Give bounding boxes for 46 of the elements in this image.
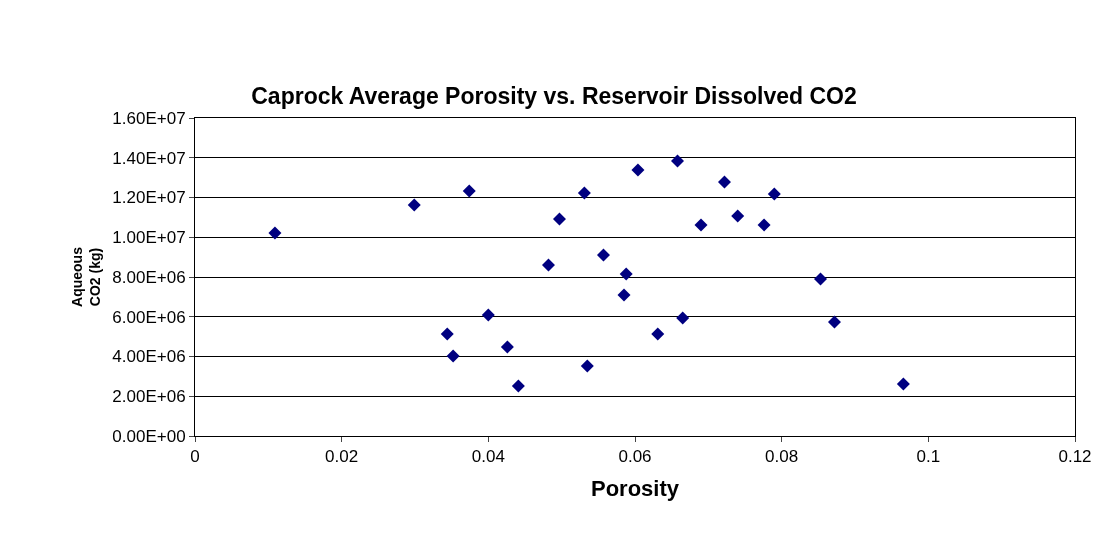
y-tick-label: 1.00E+07	[112, 228, 186, 248]
point	[481, 308, 495, 322]
y-tick-label: 6.00E+06	[112, 307, 186, 327]
point	[407, 198, 421, 212]
x-tick-label: 0.1	[916, 447, 941, 467]
x-tick-label: 0	[190, 447, 200, 467]
y-tick-label: 1.60E+07	[112, 108, 186, 128]
y-tick-label: 4.00E+06	[112, 347, 186, 367]
point	[694, 218, 708, 232]
x-tick-label: 0.12	[1058, 447, 1092, 467]
point	[446, 349, 460, 363]
point	[541, 258, 555, 272]
point	[500, 340, 514, 354]
point	[577, 186, 591, 200]
x-tick-label: 0.02	[325, 447, 359, 467]
point	[268, 226, 282, 240]
x-axis-title: Porosity	[590, 476, 680, 502]
point	[671, 154, 685, 168]
point	[731, 209, 745, 223]
y-tick-label: 8.00E+06	[112, 267, 186, 287]
point	[651, 327, 665, 341]
y-tick-label: 1.40E+07	[112, 148, 186, 168]
point	[462, 184, 476, 198]
point	[617, 288, 631, 302]
point	[767, 187, 781, 201]
point	[596, 248, 610, 262]
point	[552, 212, 566, 226]
y-tick-label: 0.00E+00	[112, 426, 186, 446]
point	[814, 272, 828, 286]
point	[717, 175, 731, 189]
point	[631, 163, 645, 177]
point	[440, 327, 454, 341]
point	[511, 379, 525, 393]
point	[676, 311, 690, 325]
point	[619, 267, 633, 281]
x-tick-label: 0.08	[765, 447, 799, 467]
point	[896, 377, 910, 391]
point	[827, 315, 841, 329]
y-tick-label: 2.00E+06	[112, 387, 186, 407]
point	[580, 359, 594, 373]
x-tick-label: 0.06	[618, 447, 652, 467]
x-tick-label: 0.04	[471, 447, 505, 467]
point	[757, 218, 771, 232]
y-tick-label: 1.20E+07	[112, 188, 186, 208]
y-axis-title: Aqueous CO2 (kg)	[68, 246, 103, 307]
chart-title: Caprock Average Porosity vs. Reservoir Dissolved CO2	[251, 83, 857, 110]
